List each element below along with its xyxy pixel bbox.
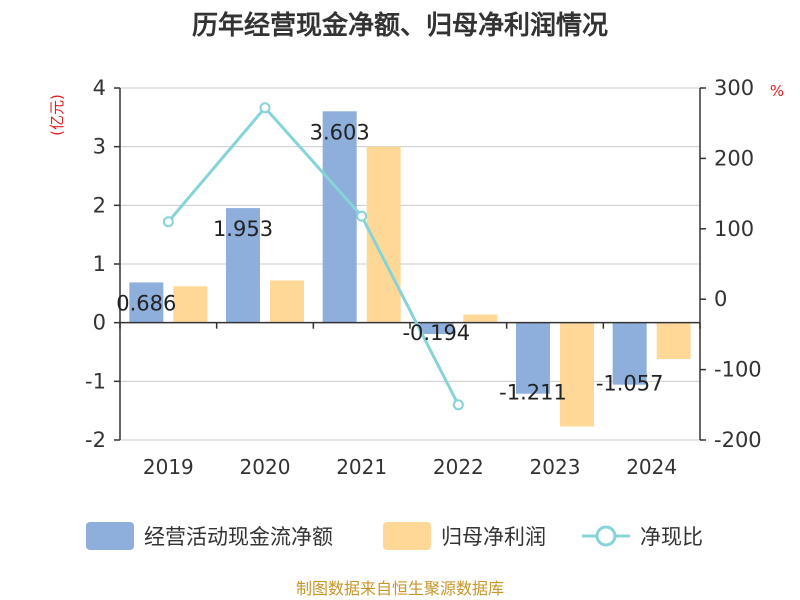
legend-item-cashflow[interactable]: 经营活动现金流净额 — [86, 522, 333, 550]
x-axis-category-label: 2020 — [240, 455, 291, 479]
legend-item-net-profit[interactable]: 归母净利润 — [383, 522, 546, 550]
cashflow-data-label: -0.194 — [402, 321, 470, 345]
x-axis-category-label: 2023 — [530, 455, 581, 479]
data-source: 制图数据来自恒生聚源数据库 — [296, 579, 504, 598]
left-axis-tick-label: 2 — [93, 193, 106, 217]
right-axis-unit: % — [770, 82, 784, 100]
net-profit-bar-2023 — [560, 322, 594, 427]
right-axis-tick-label: 100 — [714, 217, 754, 241]
ratio-point — [356, 210, 368, 222]
cashflow-bar-2019 — [129, 282, 164, 323]
ratio-point — [452, 399, 464, 411]
axes-layer: 4 3 2 1 0 -1 -2 300 200 100 0 -100 -200 2019 2020 2021 2… — [85, 76, 762, 479]
legend-label-net-profit: 归母净利润 — [441, 525, 546, 549]
left-axis-tick-label: 4 — [93, 76, 106, 100]
cashflow-data-label: 3.603 — [310, 120, 370, 144]
legend-marker-ratio — [595, 525, 617, 547]
x-axis-category-label: 2019 — [143, 455, 194, 479]
cashflow-bar-2020 — [226, 208, 260, 323]
cashflow-data-label: 1.953 — [213, 217, 273, 241]
ratio-point — [259, 102, 271, 114]
right-axis-tick-label: -200 — [714, 428, 762, 452]
cashflow-bar-2024 — [612, 322, 647, 385]
legend: 经营活动现金流净额 归母净利润 净现比 — [86, 522, 703, 550]
net-profit-bar-2022 — [463, 314, 498, 323]
x-axis-category-label: 2021 — [336, 455, 387, 479]
net-profit-bar-2020 — [270, 280, 304, 323]
line-layer — [162, 102, 464, 411]
left-axis-tick-label: 0 — [93, 311, 106, 335]
cashflow-data-label: -1.211 — [499, 381, 567, 405]
legend-item-ratio[interactable]: 净现比 — [582, 525, 703, 549]
right-axis-tick-label: -100 — [714, 358, 762, 382]
right-axis-tick-label: 300 — [714, 76, 754, 100]
left-axis-unit: (亿元) — [48, 94, 66, 136]
left-axis-tick-label: 1 — [93, 252, 106, 276]
legend-swatch-net-profit — [383, 522, 431, 550]
net-profit-bar-2024 — [656, 322, 691, 360]
net-profit-bar-2019 — [173, 286, 208, 323]
labels-layer: 0.686 1.953 3.603 -0.194 -1.211 -1.057 — [116, 120, 663, 404]
cashflow-bar-2023 — [516, 322, 550, 394]
right-axis-tick-label: 0 — [714, 287, 727, 311]
cashflow-data-label: -1.057 — [596, 372, 664, 396]
legend-swatch-cashflow — [86, 522, 134, 550]
ratio-line — [167, 106, 460, 406]
right-axis-tick-label: 200 — [714, 146, 754, 170]
left-axis-tick-label: -2 — [85, 428, 106, 452]
left-axis-tick-label: -1 — [85, 369, 106, 393]
cashflow-bar-2021 — [322, 111, 357, 323]
left-axis-tick-label: 3 — [93, 135, 106, 159]
ratio-point — [162, 216, 174, 228]
x-axis-category-label: 2024 — [626, 455, 677, 479]
cashflow-data-label: 0.686 — [116, 291, 176, 315]
cashflow-bar-2022 — [419, 322, 454, 335]
legend-label-cashflow: 经营活动现金流净额 — [144, 525, 333, 549]
x-axis-category-label: 2022 — [433, 455, 484, 479]
legend-label-ratio: 净现比 — [640, 525, 703, 549]
chart-title: 历年经营现金净额、归母净利润情况 — [192, 10, 608, 41]
